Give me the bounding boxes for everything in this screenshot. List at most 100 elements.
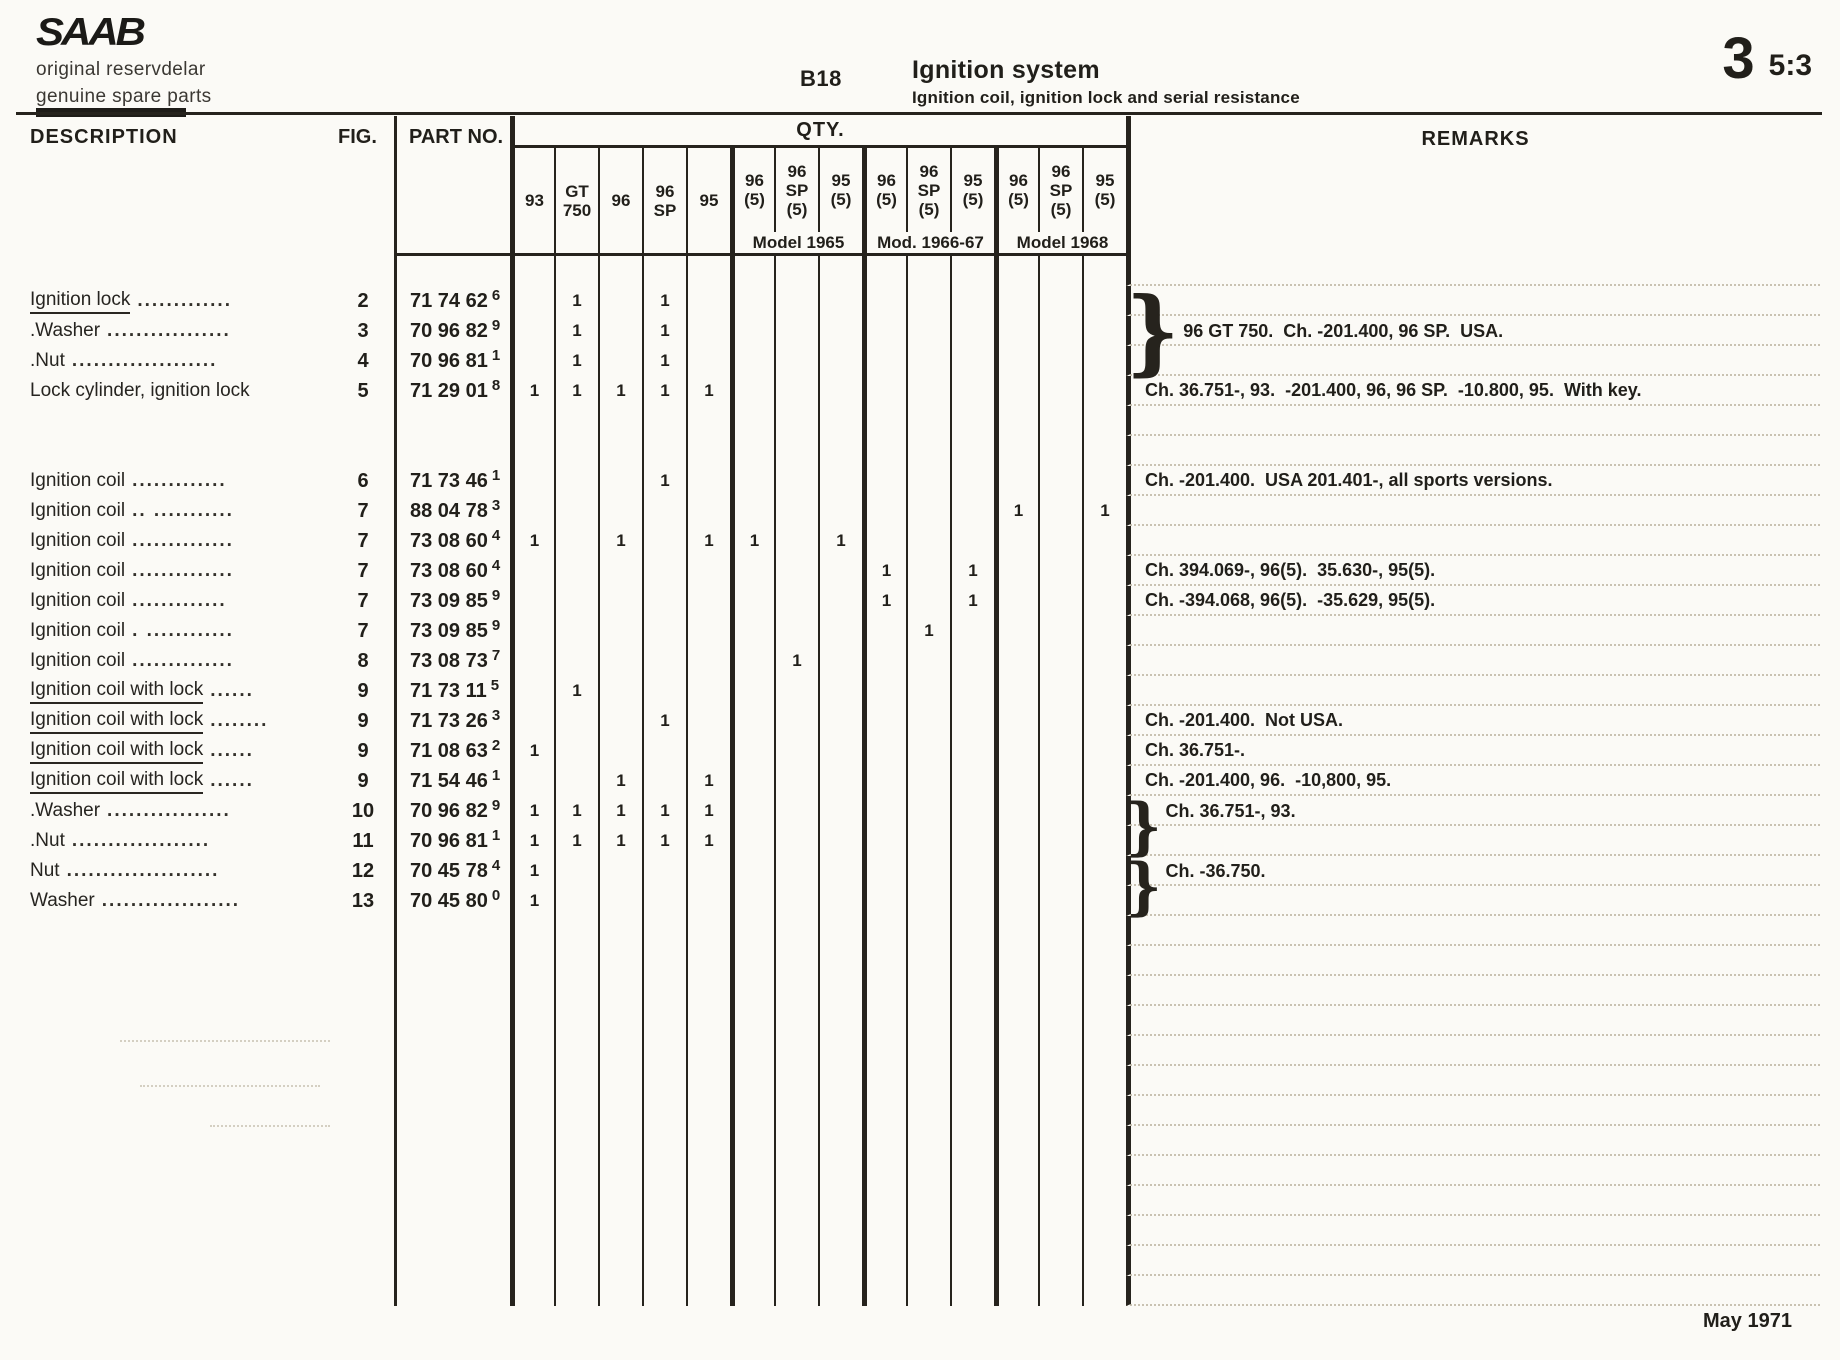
qty-cell [730, 1126, 774, 1156]
column-header-description: DESCRIPTION [30, 126, 178, 148]
qty-cell [686, 346, 730, 376]
part-description: Ignition coil [30, 470, 126, 491]
part-number: 70 96 82 [410, 799, 488, 822]
description-cell [20, 1126, 332, 1156]
qty-column-header: 96 SP (5) [1038, 148, 1082, 232]
part-description: .Nut [30, 350, 65, 371]
qty-cell [686, 1066, 730, 1096]
qty-cell [554, 766, 598, 796]
qty-cell [598, 286, 642, 316]
qty-cell [1038, 556, 1082, 586]
qty-cell [554, 1186, 598, 1216]
qty-cell [554, 526, 598, 556]
remarks-cell [1126, 526, 1820, 556]
qty-cell [774, 436, 818, 466]
qty-cell [862, 1186, 906, 1216]
qty-cell: 1 [642, 826, 686, 856]
qty-cell [994, 1246, 1038, 1276]
qty-cell [1038, 256, 1082, 286]
qty-cell [994, 706, 1038, 736]
qty-cell: 1 [642, 346, 686, 376]
qty-cell [510, 1066, 554, 1096]
qty-cell [730, 1276, 774, 1306]
qty-cell [642, 1216, 686, 1246]
fig-cell [332, 1036, 394, 1066]
part-no-cell [394, 1036, 510, 1066]
description-cell [20, 1096, 332, 1126]
column-header-qty: QTY. [510, 116, 1126, 148]
part-description: Ignition coil with lock [30, 769, 204, 794]
part-no-cell [394, 1276, 510, 1306]
qty-cell [906, 676, 950, 706]
description-cell: .Nut.................... [20, 346, 332, 376]
description-cell: Ignition coil.............. [20, 556, 332, 586]
qty-cell [1038, 346, 1082, 376]
remarks-cell: Ch. -201.400. Not USA. [1126, 706, 1820, 736]
qty-cell [906, 346, 950, 376]
qty-cell [906, 1216, 950, 1246]
qty-cell [906, 766, 950, 796]
qty-cell: 1 [906, 616, 950, 646]
part-check-digit: 1 [491, 466, 501, 484]
qty-cell [774, 1066, 818, 1096]
qty-cell [818, 916, 862, 946]
part-no-cell [394, 1186, 510, 1216]
qty-cell [862, 1276, 906, 1306]
qty-cell [774, 286, 818, 316]
qty-cell [730, 286, 774, 316]
part-description: Ignition coil [30, 500, 126, 521]
remarks-cell [1126, 946, 1820, 976]
part-no-cell: 71 08 63 2 [394, 736, 510, 766]
qty-cell [950, 496, 994, 526]
qty-cell [642, 1066, 686, 1096]
part-no-cell: 71 74 62 6 [394, 286, 510, 316]
remarks-cell [1126, 676, 1820, 706]
qty-cell [554, 586, 598, 616]
qty-cell [774, 856, 818, 886]
qty-cell [862, 886, 906, 916]
qty-cell: 1 [862, 556, 906, 586]
remarks-cell [1126, 616, 1820, 646]
qty-cell [598, 1066, 642, 1096]
fig-cell: 12 [351, 859, 375, 882]
qty-cell [774, 496, 818, 526]
qty-cell [642, 256, 686, 286]
description-cell: Ignition coil with lock...... [20, 676, 332, 706]
dotted-leader: ................... [101, 890, 241, 911]
qty-cell [730, 256, 774, 286]
fig-cell [332, 1246, 394, 1276]
qty-cell [950, 856, 994, 886]
qty-column-header: 96 SP (5) [774, 148, 818, 232]
qty-cell: 1 [554, 316, 598, 346]
qty-cell [950, 616, 994, 646]
part-description: Ignition coil with lock [30, 709, 204, 734]
qty-cell [906, 376, 950, 406]
qty-cell: 1 [950, 556, 994, 586]
qty-column-header: 96 [598, 148, 642, 256]
qty-cell [818, 646, 862, 676]
qty-cell [642, 586, 686, 616]
qty-cell [510, 1036, 554, 1066]
qty-cell [994, 1096, 1038, 1126]
qty-cell [686, 886, 730, 916]
qty-cell [818, 1276, 862, 1306]
column-header-part-no: PART NO. [394, 116, 510, 256]
fig-cell [332, 1096, 394, 1126]
qty-cell [818, 1126, 862, 1156]
remarks-cell [1126, 1186, 1820, 1216]
qty-cell [906, 1276, 950, 1306]
qty-cell [1038, 766, 1082, 796]
qty-cell [730, 586, 774, 616]
qty-cell [554, 256, 598, 286]
qty-cell [1038, 316, 1082, 346]
qty-cell [642, 676, 686, 706]
part-description: Ignition coil [30, 530, 126, 551]
qty-cell [510, 676, 554, 706]
qty-cell [994, 1126, 1038, 1156]
part-description: Ignition coil [30, 620, 126, 641]
qty-cell [686, 586, 730, 616]
part-check-digit: 4 [491, 556, 501, 574]
qty-cell [1082, 1066, 1126, 1096]
qty-cell [510, 1096, 554, 1126]
